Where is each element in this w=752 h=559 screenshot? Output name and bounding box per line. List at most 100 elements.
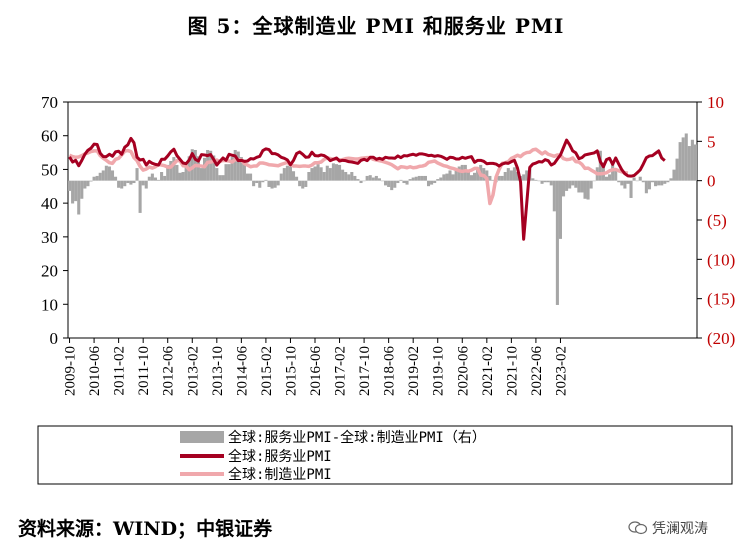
watermark-text: 凭澜观涛 (652, 521, 708, 537)
diff-bar (282, 168, 286, 181)
diff-bar (92, 176, 96, 181)
diff-bar (423, 175, 427, 181)
diff-bars (68, 133, 697, 305)
x-tick-label: 2021-10 (504, 346, 520, 396)
manufacturing-pmi-line (68, 147, 629, 206)
diff-bar (522, 174, 526, 181)
diff-bar (316, 164, 320, 181)
diff-bar (515, 172, 520, 181)
x-tick-label: 2019-10 (431, 346, 447, 396)
diff-bar (129, 180, 133, 185)
diff-bar (298, 180, 302, 187)
diff-bar (331, 163, 335, 181)
diff-bar (344, 172, 348, 181)
diff-bar (135, 168, 139, 181)
diff-bar (110, 170, 115, 181)
diff-bar (451, 174, 455, 181)
diff-bar (571, 180, 575, 186)
diff-bar (245, 173, 250, 181)
diff-bar (203, 157, 207, 181)
source-note: 资料来源：WIND；中银证券 (18, 518, 273, 540)
diff-bar (279, 173, 283, 181)
diff-bar (420, 175, 424, 181)
diff-bar (199, 168, 204, 181)
diff-bar (601, 162, 605, 181)
x-tick-label: 2015-10 (283, 346, 299, 396)
diff-bar (436, 179, 440, 181)
legend-swatch-diff (180, 431, 224, 443)
diff-bar (638, 176, 642, 181)
x-tick-label: 2019-02 (406, 346, 422, 396)
diff-bar (644, 180, 648, 194)
diff-bar (672, 169, 676, 181)
wechat-icon (628, 521, 648, 535)
diff-bar (690, 139, 694, 181)
x-tick-label: 2011-02 (112, 346, 128, 395)
diff-bar (687, 146, 691, 181)
diff-bar (196, 156, 200, 181)
diff-bar (107, 166, 111, 181)
diff-bar (353, 175, 357, 181)
diff-bar (147, 176, 151, 181)
diff-bar (371, 177, 375, 181)
diff-bar (654, 180, 658, 187)
x-tick-label: 2013-10 (210, 346, 226, 396)
legend-label: 全球:制造业PMI (228, 466, 332, 483)
diff-bar (310, 168, 314, 181)
diff-bar (608, 174, 612, 181)
diff-bar (660, 180, 664, 186)
diff-bar (675, 158, 679, 181)
diff-bar (583, 180, 587, 199)
diff-bar (586, 180, 590, 200)
x-tick-label: 2020-06 (455, 346, 471, 396)
diff-bar (454, 169, 458, 181)
diff-bar (209, 150, 213, 181)
diff-bar (473, 172, 477, 181)
diff-bar (221, 175, 225, 181)
diff-bar (307, 172, 311, 181)
right-tick-label: (5) (707, 211, 727, 230)
diff-bar (546, 180, 550, 183)
diff-bar (83, 180, 87, 189)
diff-bar (301, 180, 305, 189)
x-tick-label: 2013-02 (185, 346, 201, 396)
diff-bar (620, 180, 624, 186)
diff-bar (328, 168, 332, 181)
diff-bar (445, 173, 449, 181)
diff-bar (132, 180, 136, 184)
diff-bar (500, 175, 504, 181)
diff-bar (178, 172, 182, 181)
diff-bar (236, 151, 240, 181)
diff-bar (684, 133, 688, 181)
right-tick-label: 10 (707, 93, 724, 112)
diff-bar (77, 180, 81, 215)
diff-bar (153, 177, 157, 181)
diff-bar (417, 175, 421, 181)
plot-frame (67, 101, 698, 339)
diff-bar (190, 149, 194, 181)
diff-bar (117, 180, 121, 188)
right-tick-label: (10) (707, 250, 735, 269)
diff-bar (172, 157, 176, 181)
diff-bar (255, 180, 259, 184)
diff-bar (562, 180, 566, 197)
diff-bar (693, 144, 697, 181)
diff-bar (399, 179, 403, 181)
diff-bar (568, 180, 572, 189)
diff-bar (439, 177, 443, 181)
diff-bar (288, 166, 292, 181)
diff-bar (592, 180, 596, 182)
diff-bar (138, 180, 142, 213)
x-tick-label: 2022-06 (529, 346, 545, 396)
diff-bar (80, 180, 84, 199)
diff-bar (405, 180, 409, 185)
diff-bar (402, 180, 406, 184)
diff-bar (678, 142, 682, 181)
diff-bar (666, 180, 670, 183)
diff-bar (169, 161, 173, 181)
diff-bar (466, 172, 470, 181)
diff-bar (623, 180, 627, 189)
diff-bar (650, 180, 655, 183)
diff-bar (408, 179, 412, 181)
